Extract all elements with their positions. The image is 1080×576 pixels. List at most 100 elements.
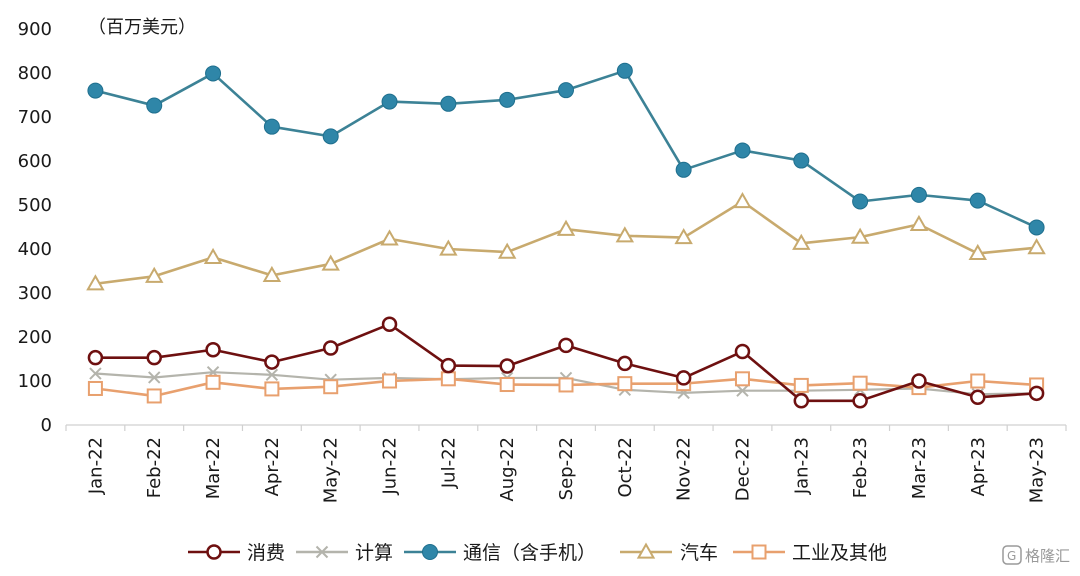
y-tick-label: 800	[18, 63, 52, 84]
data-point	[497, 242, 517, 259]
data-point	[265, 368, 279, 382]
data-point	[1027, 238, 1046, 255]
data-point	[675, 370, 692, 386]
x-tick-label: Apr-22	[262, 437, 283, 496]
data-point	[792, 233, 811, 250]
legend-label: 工业及其他	[792, 542, 887, 564]
data-point	[499, 377, 515, 393]
data-point	[382, 373, 398, 389]
x-tick-label: Mar-22	[203, 437, 224, 499]
legend-item: 汽车	[620, 542, 718, 564]
watermark: G 格隆汇	[1002, 545, 1070, 565]
data-point	[203, 247, 223, 264]
data-point	[86, 274, 105, 291]
watermark-text: 格隆汇	[1025, 547, 1070, 565]
data-point	[439, 239, 458, 256]
data-point	[264, 381, 280, 397]
legend-marker	[751, 544, 767, 560]
x-tick-label: Aug-22	[497, 437, 518, 502]
axes: Jan-22 Feb-22 Mar-22 Apr-22 May-22 Jun-22 Jul-…	[18, 19, 1067, 503]
data-point	[793, 377, 809, 393]
data-point	[264, 354, 280, 370]
legend-marker	[206, 544, 222, 560]
data-point	[616, 62, 633, 79]
data-point	[322, 340, 339, 356]
data-point	[852, 393, 868, 409]
data-point	[736, 384, 749, 397]
y-tick-label: 300	[18, 283, 52, 304]
data-point	[381, 316, 398, 332]
series-3	[86, 191, 1046, 291]
x-tick-label: Jan-22	[85, 437, 106, 495]
legend-label: 计算	[355, 542, 393, 564]
data-point	[793, 152, 810, 169]
y-tick-label: 700	[18, 107, 52, 128]
data-point	[970, 373, 986, 389]
legend-marker	[315, 545, 329, 559]
data-point	[1028, 385, 1045, 402]
series-layer	[86, 62, 1046, 409]
data-point	[262, 265, 282, 283]
legend-label: 通信（含手机）	[463, 542, 596, 564]
x-tick-label: Nov-22	[674, 437, 695, 501]
data-point	[380, 229, 399, 246]
data-point	[1028, 219, 1045, 236]
y-tick-label: 900	[18, 19, 52, 40]
data-point	[733, 191, 752, 209]
data-point	[321, 254, 340, 271]
data-point	[89, 367, 102, 380]
x-tick-label: Jan-23	[791, 437, 812, 495]
data-point	[910, 186, 927, 203]
y-tick-label: 400	[18, 239, 52, 260]
data-point	[322, 128, 339, 145]
data-point	[146, 388, 162, 404]
data-point	[969, 192, 986, 209]
data-point	[617, 376, 633, 392]
data-point	[558, 377, 574, 393]
series-2	[87, 62, 1045, 236]
legend-item: 通信（含手机）	[404, 542, 596, 564]
data-point	[911, 373, 927, 389]
data-point	[440, 371, 456, 387]
data-point	[734, 142, 751, 159]
data-point	[499, 91, 516, 108]
x-tick-label: Oct-22	[615, 437, 636, 498]
y-tick-label: 100	[18, 371, 52, 392]
x-tick-label: Apr-23	[968, 437, 989, 496]
y-tick-label: 500	[18, 195, 52, 216]
data-point	[440, 357, 457, 374]
data-point	[146, 349, 162, 366]
data-point	[909, 214, 929, 231]
data-point	[850, 227, 870, 244]
y-tick-label: 600	[18, 151, 52, 172]
watermark-logo-icon	[1002, 545, 1022, 565]
legend-item: 工业及其他	[733, 542, 887, 564]
watermark-logo-glyph: G	[1007, 549, 1016, 563]
data-point	[323, 379, 339, 395]
data-point	[146, 97, 163, 114]
data-point	[87, 82, 104, 99]
y-tick-label: 0	[41, 415, 52, 436]
data-point	[970, 389, 986, 406]
data-point	[615, 226, 635, 243]
data-point	[734, 371, 750, 387]
data-point	[87, 349, 104, 366]
legend-label: 消费	[247, 542, 285, 564]
data-point	[148, 371, 161, 384]
x-tick-label: Feb-23	[850, 437, 871, 498]
data-point	[205, 374, 221, 390]
legend-marker	[636, 542, 656, 559]
legend-item: 消费	[188, 542, 285, 564]
series-line	[95, 200, 1037, 286]
data-point	[617, 355, 633, 372]
data-point	[556, 219, 576, 236]
data-point	[263, 118, 280, 135]
x-tick-label: Jul-22	[438, 437, 459, 489]
data-point	[674, 228, 693, 245]
data-point	[499, 358, 515, 374]
legend-marker	[422, 544, 438, 560]
data-point	[852, 375, 868, 391]
data-point	[675, 161, 692, 178]
data-point	[381, 93, 398, 110]
